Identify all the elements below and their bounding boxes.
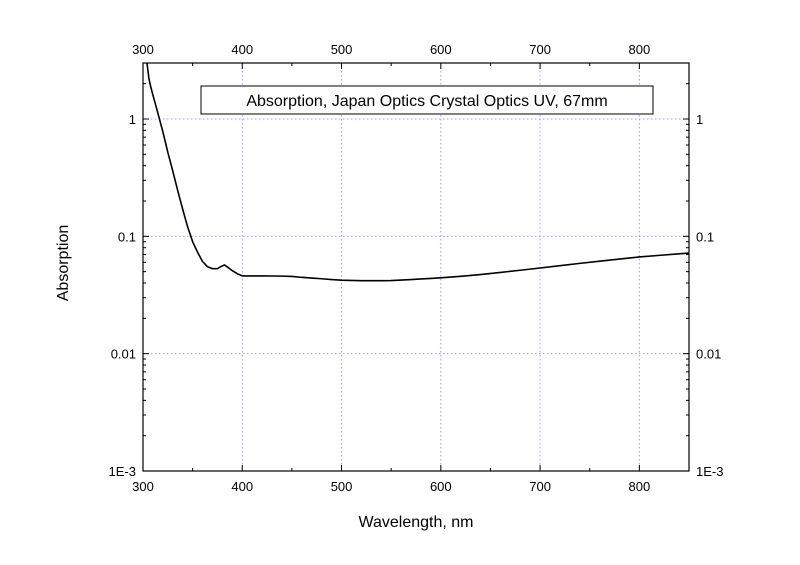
x-tick-label-top: 700 — [529, 42, 551, 57]
y-tick-label-right: 0.1 — [696, 229, 714, 244]
x-tick-label-top: 400 — [231, 42, 253, 57]
x-tick-label: 400 — [231, 479, 253, 494]
grid-layer — [143, 63, 689, 471]
x-tick-label-top: 500 — [331, 42, 353, 57]
legend-box: Absorption, Japan Optics Crystal Optics … — [200, 85, 654, 115]
x-tick-label-top: 800 — [629, 42, 651, 57]
y-tick-label-right: 1E-3 — [696, 464, 723, 479]
x-tick-label: 300 — [132, 479, 154, 494]
x-tick-label: 500 — [331, 479, 353, 494]
legend-title: Absorption, Japan Optics Crystal Optics … — [246, 93, 607, 110]
absorption-series-line — [146, 63, 689, 282]
y-axis-label: Absorption — [55, 225, 72, 302]
y-tick-label: 0.1 — [118, 229, 136, 244]
plot-frame — [142, 62, 690, 472]
x-tick-label: 800 — [629, 479, 651, 494]
y-tick-label-right: 1 — [696, 112, 703, 127]
legend-frame — [200, 85, 654, 115]
y-tick-label: 1E-3 — [109, 464, 136, 479]
x-axis-label: Wavelength, nm — [358, 514, 473, 531]
x-tick-label: 700 — [529, 479, 551, 494]
x-tick-label: 600 — [430, 479, 452, 494]
y-tick-label-right: 0.01 — [696, 347, 721, 362]
y-tick-label: 1 — [129, 112, 136, 127]
y-tick-label: 0.01 — [111, 347, 136, 362]
series-layer — [146, 63, 689, 282]
x-tick-label-top: 600 — [430, 42, 452, 57]
x-tick-label-top: 300 — [132, 42, 154, 57]
tick-layer: 300 300 400 400 500 500 600 600 700 700 800 800 1E-3… — [109, 42, 724, 494]
